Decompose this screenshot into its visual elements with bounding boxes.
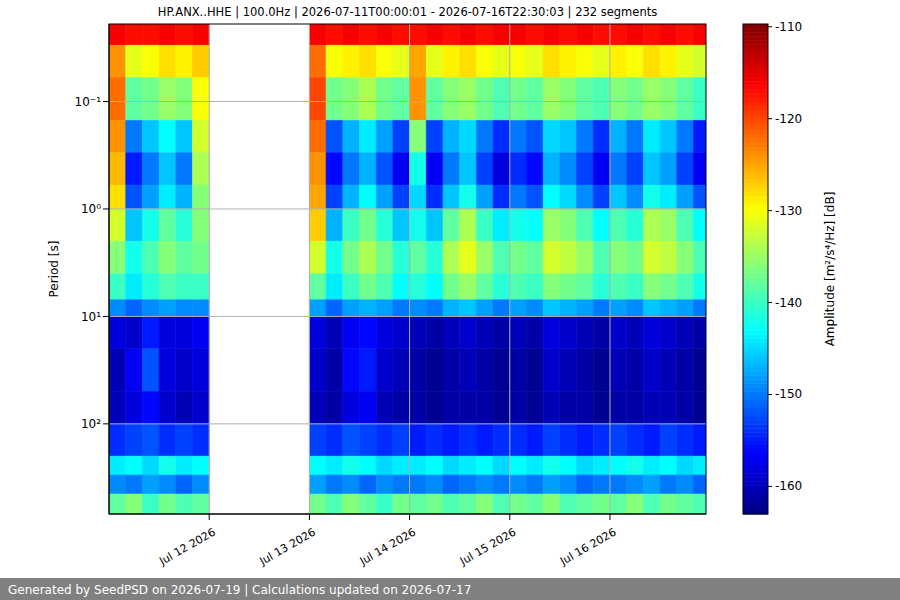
svg-text:10⁻¹: 10⁻¹ [75, 95, 102, 109]
svg-text:Jul 16 2026: Jul 16 2026 [557, 525, 618, 568]
svg-text:10⁰: 10⁰ [81, 202, 101, 216]
svg-text:-120: -120 [775, 112, 802, 126]
svg-text:Jul 12 2026: Jul 12 2026 [156, 525, 217, 568]
svg-text:Period [s]: Period [s] [47, 241, 61, 298]
svg-text:-110: -110 [775, 20, 802, 34]
svg-text:-140: -140 [775, 296, 802, 310]
svg-text:Jul 14 2026: Jul 14 2026 [357, 525, 418, 568]
svg-text:HP.ANX..HHE | 100.0Hz | 2026-0: HP.ANX..HHE | 100.0Hz | 2026-07-11T00:00… [158, 5, 657, 19]
svg-text:10²: 10² [81, 417, 101, 431]
svg-text:-130: -130 [775, 204, 802, 218]
svg-text:10¹: 10¹ [81, 310, 101, 324]
svg-text:Jul 15 2026: Jul 15 2026 [457, 525, 518, 568]
svg-text:-150: -150 [775, 387, 802, 401]
svg-text:Amplitude [m²/s⁴/Hz] [dB]: Amplitude [m²/s⁴/Hz] [dB] [823, 192, 837, 347]
svg-text:-160: -160 [775, 479, 802, 493]
svg-text:Generated by SeedPSD on 2026-0: Generated by SeedPSD on 2026-07-19 | Cal… [8, 583, 471, 597]
svg-text:Jul 13 2026: Jul 13 2026 [257, 525, 318, 568]
